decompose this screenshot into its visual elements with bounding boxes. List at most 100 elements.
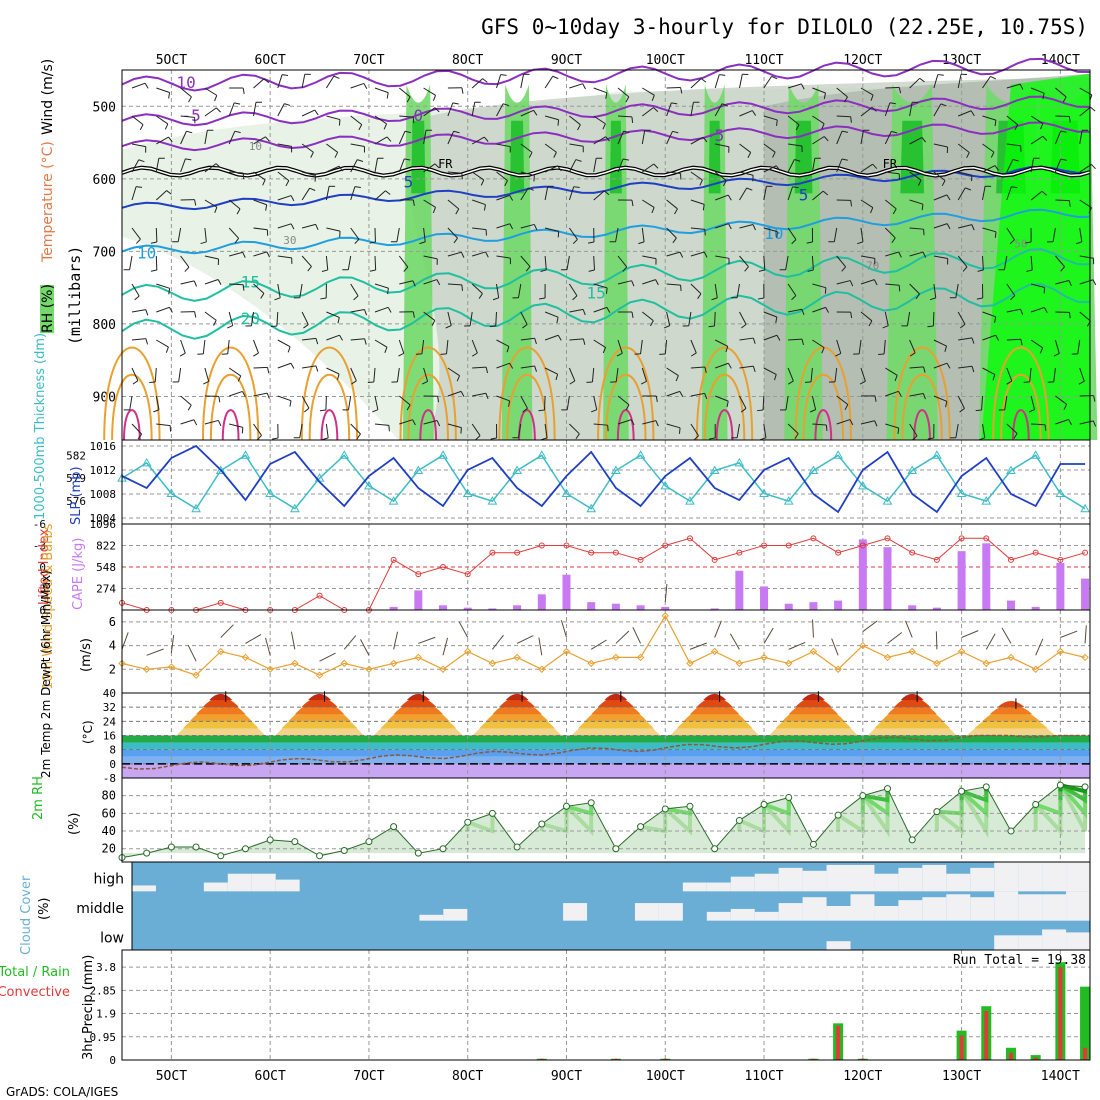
wind-barb xyxy=(568,227,578,240)
rh-point xyxy=(884,785,892,793)
wind-barb xyxy=(396,367,400,382)
wind-barb-flag xyxy=(150,241,157,244)
wind-barb xyxy=(180,115,195,118)
wind-barb xyxy=(593,339,606,348)
wind-barb-flag xyxy=(215,107,221,113)
wind-barb-flag xyxy=(1091,164,1096,170)
wind-barb-flag xyxy=(971,366,975,373)
wind-barb-flag xyxy=(870,207,874,214)
cloud-clear-block xyxy=(1066,932,1090,950)
wind-barb xyxy=(763,367,777,375)
wind-barb-flag xyxy=(572,295,578,301)
wind-barb-flag xyxy=(605,287,608,294)
lifted-index-point xyxy=(933,556,940,563)
warm-lobe xyxy=(407,373,449,441)
precip-conv-bar xyxy=(959,1035,964,1060)
wind-barb xyxy=(423,420,438,425)
wind-barb-flag xyxy=(582,83,586,90)
wind-barb-flag xyxy=(915,293,920,300)
wind-barb-flag xyxy=(455,208,460,215)
wind-barb xyxy=(714,283,718,298)
cape-bar xyxy=(1006,600,1015,610)
wind-barb-flag xyxy=(897,427,900,435)
wind-barb xyxy=(360,639,370,656)
wind-barb xyxy=(641,130,646,145)
wind-barb-flag xyxy=(891,237,896,244)
wind-barb xyxy=(763,423,767,438)
wind-barb xyxy=(640,339,643,354)
wind-barb-flag xyxy=(387,288,389,295)
thickness-point xyxy=(611,465,621,475)
wind-barb-flag xyxy=(946,194,951,201)
wind-barb-flag xyxy=(655,279,659,286)
warm-lobe xyxy=(308,373,351,441)
wind-barb xyxy=(885,283,900,286)
wind-barb xyxy=(1054,339,1060,354)
wind-barb-flag xyxy=(929,297,936,301)
wind-barb xyxy=(836,395,849,405)
rh-green-core xyxy=(609,120,622,194)
warm-lobe xyxy=(221,409,240,441)
wind-barb xyxy=(885,390,899,397)
wind-barb-flag xyxy=(655,420,659,427)
wind-barb xyxy=(715,362,729,369)
wind-barb-flag xyxy=(990,151,995,158)
wind-barb-flag xyxy=(809,409,816,413)
lifted-index-point xyxy=(217,599,224,606)
thickness-point xyxy=(438,450,448,459)
rh-point xyxy=(859,792,867,800)
wind-barb-flag xyxy=(631,280,635,287)
wind-speed-point xyxy=(142,665,151,673)
wind-barb-flag xyxy=(651,94,655,101)
rh-tick-label: 40 xyxy=(102,824,116,838)
wind-barb xyxy=(763,186,767,201)
wind-barb xyxy=(516,635,534,644)
thickness-point xyxy=(932,450,942,459)
wind-barb xyxy=(131,82,146,89)
rh-point xyxy=(711,845,719,853)
cloud-clear-block xyxy=(1018,862,1043,892)
wind-barb-flag xyxy=(1011,186,1018,189)
freezing-line-inner xyxy=(121,166,1091,177)
cloud-clear-block xyxy=(922,897,947,921)
footer-credit: GrADS: COLA/IGES xyxy=(6,1085,118,1099)
wind-barb xyxy=(739,311,747,325)
wind-barb-flag xyxy=(672,130,679,134)
wind-barb xyxy=(1055,279,1070,285)
thickness-point xyxy=(240,450,251,459)
wind-barb-flag xyxy=(421,380,428,385)
wind-barb xyxy=(787,423,799,434)
wind-barb-flag xyxy=(711,297,718,301)
wind-barb-flag xyxy=(575,433,580,440)
thickness-point xyxy=(1030,450,1041,459)
cloud-clear-block xyxy=(874,873,899,892)
wind-barb xyxy=(860,279,875,285)
wind-barb xyxy=(496,339,510,347)
wind-barb xyxy=(593,190,605,201)
wind-barb xyxy=(833,227,838,242)
wind-barb xyxy=(1052,227,1056,242)
wind-barb-flag xyxy=(776,119,778,126)
thickness-tick-label: 579 xyxy=(66,472,86,485)
rh-green-core xyxy=(900,120,925,194)
cape-bar xyxy=(389,606,398,610)
slp-ylabel: SLP (mb) xyxy=(69,466,84,525)
wind-barb xyxy=(739,337,754,341)
cape-bar xyxy=(1081,578,1090,610)
wind-barb-flag xyxy=(821,347,825,354)
wind-barb xyxy=(860,255,875,259)
wind-barb-flag xyxy=(1020,308,1024,315)
wind-barb-flag xyxy=(385,190,391,195)
lifted-index-point xyxy=(736,549,743,556)
wind-barb xyxy=(884,131,892,145)
wind-barb xyxy=(253,339,259,354)
wind-barb xyxy=(544,165,558,173)
wind-barb xyxy=(1079,199,1092,209)
wind-barb xyxy=(180,255,190,268)
wind-speed-point xyxy=(710,647,719,656)
wind-barb-flag xyxy=(383,123,388,130)
wind-barb-flag xyxy=(153,409,160,413)
wind-barb-flag xyxy=(168,92,171,99)
wind-barb xyxy=(1079,255,1094,259)
wind-barb-flag xyxy=(179,352,186,357)
